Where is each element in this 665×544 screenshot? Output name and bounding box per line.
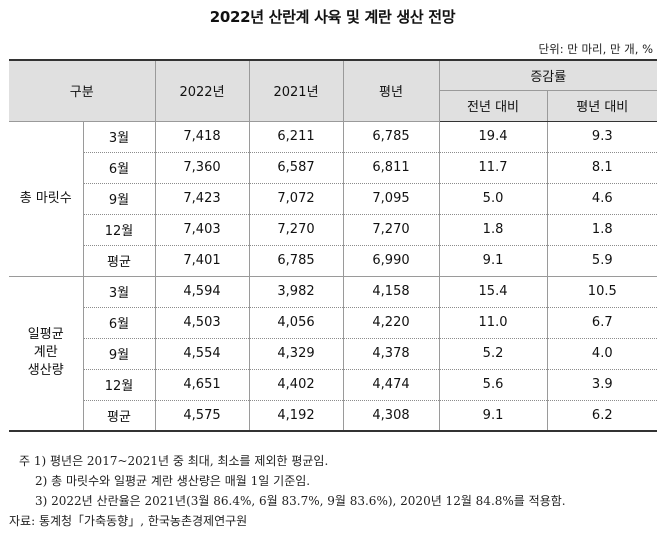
period-cell: 9월 [83, 338, 156, 370]
change-prev-cell: 5.0 [438, 183, 548, 215]
value-2022-cell: 7,423 [154, 183, 250, 215]
header-category: 구분 [9, 59, 156, 122]
value-2021-cell: 3,982 [248, 276, 344, 308]
value-2021-cell: 4,329 [248, 338, 344, 370]
period-cell: 6월 [83, 307, 156, 339]
header-2022: 2022년 [154, 59, 250, 122]
table-title: 2022년 산란계 사육 및 계란 생산 전망 [209, 8, 456, 26]
value-2022-cell: 4,594 [154, 276, 250, 308]
value-2021-cell: 6,785 [248, 245, 344, 277]
change-avg-cell: 9.3 [546, 121, 658, 153]
change-avg-cell: 8.1 [546, 152, 658, 184]
value-2021-cell: 4,056 [248, 307, 344, 339]
change-avg-cell: 3.9 [546, 369, 658, 401]
change-avg-cell: 6.2 [546, 400, 658, 432]
value-average-cell: 4,474 [342, 369, 440, 401]
period-cell: 12월 [83, 369, 156, 401]
source-note: 자료: 통계청「가축동향」, 한국농촌경제연구원 [9, 514, 248, 528]
value-2022-cell: 4,651 [154, 369, 250, 401]
group-label-line: 계란 [33, 345, 58, 361]
change-prev-cell: 19.4 [438, 121, 548, 153]
value-2022-cell: 7,401 [154, 245, 250, 277]
value-2022-cell: 7,360 [154, 152, 250, 184]
header-vs-prev-year: 전년 대비 [439, 89, 548, 122]
value-average-cell: 6,990 [342, 245, 440, 277]
value-2021-cell: 6,211 [248, 121, 344, 153]
change-prev-cell: 5.6 [438, 369, 548, 401]
value-2021-cell: 7,072 [248, 183, 344, 215]
footnote-1: 주 1) 평년은 2017~2021년 중 최대, 최소를 제외한 평균임. [19, 454, 329, 468]
value-2021-cell: 4,402 [248, 369, 344, 401]
group-label-line: 생산량 [27, 363, 64, 379]
change-avg-cell: 10.5 [546, 276, 658, 308]
value-2022-cell: 4,575 [154, 400, 250, 432]
value-2022-cell: 4,554 [154, 338, 250, 370]
value-average-cell: 4,308 [342, 400, 440, 432]
change-avg-cell: 1.8 [546, 214, 658, 246]
value-2022-cell: 7,418 [154, 121, 250, 153]
table-row: 일평균 계란 생산량 3월 4,594 3,982 4,158 15.4 10.… [9, 276, 658, 432]
value-2021-cell: 7,270 [248, 214, 344, 246]
value-average-cell: 7,270 [342, 214, 440, 246]
value-2022-cell: 7,403 [154, 214, 250, 246]
value-2021-cell: 6,587 [248, 152, 344, 184]
change-prev-cell: 9.1 [438, 245, 548, 277]
value-2022-cell: 4,503 [154, 307, 250, 339]
table-row: 평균 7,401 6,785 6,990 9.1 5.9 [9, 245, 658, 277]
period-cell: 6월 [83, 152, 156, 184]
header-vs-average-year: 평년 대비 [546, 89, 658, 122]
change-prev-cell: 5.2 [438, 338, 548, 370]
change-prev-cell: 15.4 [438, 276, 548, 308]
change-avg-cell: 6.7 [546, 307, 658, 339]
footnotes: 주 1) 평년은 2017~2021년 중 최대, 최소를 제외한 평균임. 2… [9, 451, 566, 531]
forecast-table: 구분 2022년 2021년 평년 증감률 전년 대비 평년 대비 총 마릿수 … [9, 59, 658, 432]
value-average-cell: 6,785 [342, 121, 440, 153]
change-avg-cell: 5.9 [546, 245, 658, 277]
change-avg-cell: 4.0 [546, 338, 658, 370]
table-row: 12월 4,651 4,402 4,474 5.6 3.9 [9, 369, 658, 401]
period-cell: 9월 [83, 183, 156, 215]
footnote-3: 3) 2022년 산란율은 2021년(3월 86.4%, 6월 83.7%, … [35, 494, 566, 508]
table-row: 9월 7,423 7,072 7,095 5.0 4.6 [9, 183, 658, 215]
change-prev-cell: 9.1 [438, 400, 548, 432]
header-average-year: 평년 [342, 59, 440, 122]
table-row: 9월 4,554 4,329 4,378 5.2 4.0 [9, 338, 658, 370]
period-cell: 12월 [83, 214, 156, 246]
change-prev-cell: 11.0 [438, 307, 548, 339]
table-row: 6월 7,360 6,587 6,811 11.7 8.1 [9, 152, 658, 184]
period-cell: 3월 [82, 121, 156, 153]
value-average-cell: 7,095 [342, 183, 440, 215]
header-change-rate: 증감률 [438, 59, 658, 91]
unit-label: 단위: 만 마리, 만 개, % [538, 42, 653, 56]
period-cell: 평균 [83, 245, 156, 277]
group-label-total-count: 총 마릿수 [9, 121, 84, 277]
change-prev-cell: 11.7 [438, 152, 548, 184]
group-label-daily-egg-production: 일평균 계란 생산량 [9, 276, 84, 432]
change-prev-cell: 1.8 [438, 214, 548, 246]
value-average-cell: 6,811 [342, 152, 440, 184]
table-row: 12월 7,403 7,270 7,270 1.8 1.8 [9, 214, 658, 246]
group-label-line: 일평균 [27, 327, 64, 343]
period-cell: 평균 [83, 400, 156, 432]
header-2021: 2021년 [248, 59, 344, 122]
period-cell: 3월 [82, 276, 156, 308]
table-row: 총 마릿수 3월 7,418 6,211 6,785 19.4 9.3 [9, 121, 658, 277]
value-average-cell: 4,158 [342, 276, 440, 308]
table-row: 평균 4,575 4,192 4,308 9.1 6.2 [9, 400, 658, 432]
value-average-cell: 4,378 [342, 338, 440, 370]
value-2021-cell: 4,192 [248, 400, 344, 432]
footnote-2: 2) 총 마릿수와 일평균 계란 생산량은 매월 1일 기준임. [35, 474, 311, 488]
change-avg-cell: 4.6 [546, 183, 658, 215]
value-average-cell: 4,220 [342, 307, 440, 339]
table-row: 6월 4,503 4,056 4,220 11.0 6.7 [9, 307, 658, 339]
